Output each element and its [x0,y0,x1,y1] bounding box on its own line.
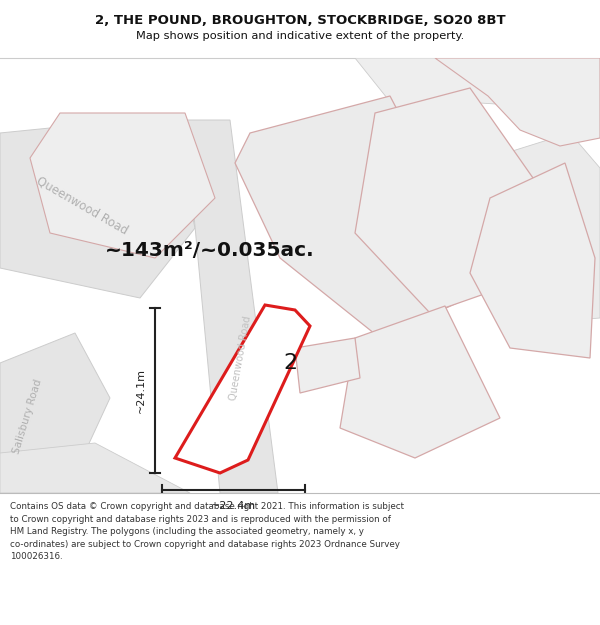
Polygon shape [355,58,600,128]
Text: 2, THE POUND, BROUGHTON, STOCKBRIDGE, SO20 8BT: 2, THE POUND, BROUGHTON, STOCKBRIDGE, SO… [95,14,505,28]
Polygon shape [0,443,190,493]
Polygon shape [435,58,600,146]
Polygon shape [175,305,310,473]
Polygon shape [340,306,500,458]
Text: ~143m²/~0.035ac.: ~143m²/~0.035ac. [105,241,315,261]
Text: Queenwood Road: Queenwood Road [227,315,253,401]
Text: 2: 2 [283,353,297,373]
Text: ~22.4m: ~22.4m [211,501,256,511]
Polygon shape [30,113,215,258]
Polygon shape [355,88,540,313]
Polygon shape [185,120,278,493]
Polygon shape [0,120,195,298]
Polygon shape [295,338,360,393]
Polygon shape [0,333,110,493]
Text: ~24.1m: ~24.1m [136,368,146,413]
Polygon shape [235,96,490,338]
Polygon shape [470,163,595,358]
Text: Salisbury Road: Salisbury Road [12,378,44,454]
Text: Map shows position and indicative extent of the property.: Map shows position and indicative extent… [136,31,464,41]
Text: Contains OS data © Crown copyright and database right 2021. This information is : Contains OS data © Crown copyright and d… [10,503,404,561]
Polygon shape [465,133,600,323]
Text: Queenwood Road: Queenwood Road [34,174,130,238]
